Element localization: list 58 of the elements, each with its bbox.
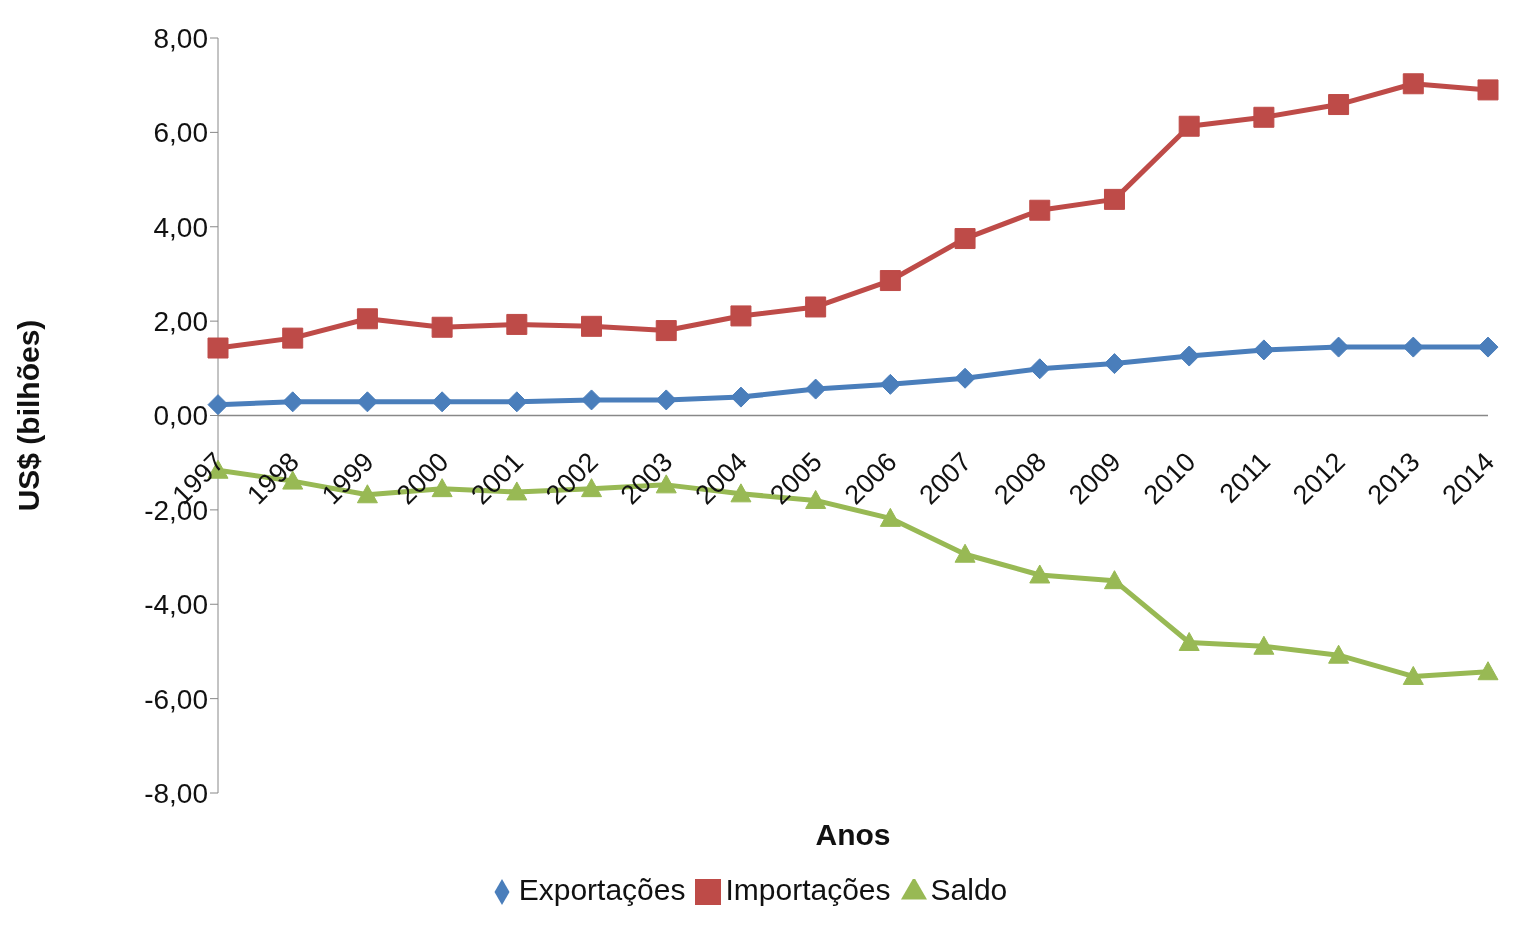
point	[730, 305, 752, 327]
legend-label: Exportações	[518, 873, 686, 906]
point	[356, 391, 378, 413]
point	[1328, 644, 1350, 664]
point	[1402, 336, 1424, 358]
point	[581, 315, 603, 337]
point	[1178, 115, 1200, 137]
point	[1253, 339, 1275, 361]
point	[1328, 94, 1350, 116]
point	[1253, 106, 1275, 128]
x-axis-title: Anos	[815, 818, 891, 851]
point	[207, 394, 229, 416]
point	[506, 391, 528, 413]
y-tick-label: 8,00	[153, 22, 208, 54]
y-tick-label: 6,00	[153, 117, 208, 149]
point	[1029, 199, 1051, 221]
point	[1477, 661, 1499, 681]
point	[1477, 79, 1499, 101]
point	[954, 228, 976, 250]
point	[1477, 336, 1499, 358]
point	[356, 308, 378, 330]
legend-label: Importações	[725, 873, 891, 906]
point	[954, 543, 976, 563]
point	[282, 327, 304, 349]
point	[730, 386, 752, 408]
point	[879, 270, 901, 292]
point	[655, 389, 677, 411]
point	[805, 378, 827, 400]
point	[1029, 564, 1051, 584]
point	[1029, 358, 1051, 380]
point	[1103, 353, 1125, 375]
point	[207, 337, 229, 359]
point	[1103, 188, 1125, 210]
point	[1402, 73, 1424, 95]
y-tick-label: 4,00	[153, 211, 208, 243]
point	[1103, 570, 1125, 590]
legend-label: Saldo	[930, 873, 1008, 906]
y-tick-label: 0,00	[153, 400, 208, 432]
point	[506, 313, 528, 335]
point	[879, 507, 901, 527]
y-tick-label: -4,00	[144, 589, 208, 621]
y-axis-title: US$ (bilhões)	[11, 319, 45, 512]
point	[581, 389, 603, 411]
y-tick-label: 2,00	[153, 306, 208, 338]
point	[1178, 631, 1200, 651]
point	[879, 373, 901, 395]
point	[431, 391, 453, 413]
point	[1328, 336, 1350, 358]
point	[655, 320, 677, 342]
point	[431, 316, 453, 338]
point	[1253, 635, 1275, 655]
point	[1178, 345, 1200, 367]
point	[282, 391, 304, 413]
point	[1402, 665, 1424, 685]
y-tick-label: -6,00	[144, 683, 208, 715]
point	[805, 296, 827, 318]
point	[954, 367, 976, 389]
y-tick-label: -8,00	[144, 777, 208, 809]
